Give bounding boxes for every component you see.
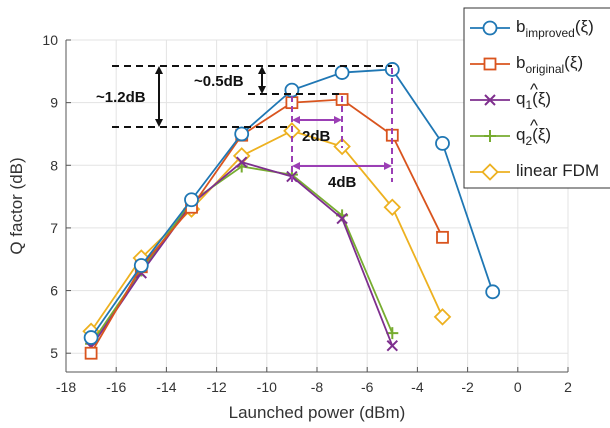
arrow-head <box>155 66 163 74</box>
data-point-circle <box>83 330 99 345</box>
legend: bimproved(ξ)boriginal(ξ)q1(ξ)^q2(ξ)^line… <box>463 7 610 189</box>
legend-entry-1: boriginal(ξ) <box>470 53 583 76</box>
legend-label: q1(ξ) <box>516 89 551 112</box>
arrow-head <box>292 116 300 124</box>
x-tick-label: -14 <box>156 379 176 395</box>
data-point-diamond <box>481 163 499 181</box>
axes: -18 -16 -14 -12 -10 -8 -6 -4 -2 0 2 5 6 7 8 9 10 <box>42 32 572 395</box>
annotation-label: 2dB <box>302 128 331 145</box>
y-tick-label: 7 <box>50 220 58 236</box>
legend-entry-0: bimproved(ξ) <box>470 17 594 40</box>
x-axis-label: Launched power (dBm) <box>229 403 406 422</box>
x-tick-label: -12 <box>206 379 226 395</box>
legend-label-suffix: (ξ) <box>575 17 594 36</box>
y-tick-label: 8 <box>50 157 58 173</box>
y-tick-label: 10 <box>42 32 58 48</box>
data-point-x <box>336 212 348 225</box>
arrow-head <box>292 162 300 170</box>
data-point-square <box>483 57 497 71</box>
legend-label-subscript: original <box>525 62 564 76</box>
arrow-head <box>258 86 266 94</box>
x-tick-label: -4 <box>411 379 424 395</box>
data-point-circle <box>184 192 199 208</box>
legend-label-main: q <box>516 125 525 144</box>
legend-label: boriginal(ξ) <box>516 53 583 76</box>
data-point-circle <box>334 65 350 80</box>
x-tick-label: 0 <box>514 379 522 395</box>
y-tick-label: 5 <box>50 345 58 361</box>
legend-label-main: b <box>516 17 525 36</box>
data-point-circle <box>485 284 501 300</box>
x-tick-label: -18 <box>56 379 76 395</box>
legend-label: linear FDM <box>516 161 599 180</box>
legend-entry-4: linear FDM <box>470 161 599 181</box>
legend-label-hat: ^ <box>530 80 538 99</box>
legend-entry-2: q1(ξ)^ <box>470 80 551 112</box>
x-tick-label: -16 <box>106 379 126 395</box>
legend-label: q2(ξ) <box>516 125 551 148</box>
legend-label-hat: ^ <box>530 116 538 135</box>
data-point-x <box>235 156 248 168</box>
arrow-head <box>384 162 392 170</box>
x-tick-label: -10 <box>257 379 277 395</box>
x-tick-label: -2 <box>461 379 474 395</box>
series-line <box>90 129 444 332</box>
x-tick-label: 2 <box>564 379 572 395</box>
annotation-label: 4dB <box>328 174 357 191</box>
legend-label-suffix: (ξ) <box>564 53 583 72</box>
data-point-circle <box>435 135 450 151</box>
data-point-x <box>484 94 496 106</box>
data-point-plus <box>484 130 496 142</box>
data-point-square <box>84 346 98 360</box>
x-tick-label: -8 <box>311 379 324 395</box>
legend-label-subscript: 2 <box>525 134 532 148</box>
data-point-circle <box>234 126 250 142</box>
arrow-head <box>334 116 342 124</box>
legend-label-main: b <box>516 53 525 72</box>
y-axis-label: Q factor (dB) <box>7 157 26 254</box>
arrow-head <box>258 66 266 74</box>
data-point-square <box>436 230 449 244</box>
legend-label-main: linear FDM <box>516 161 599 180</box>
legend-label-suffix: (ξ) <box>532 125 551 144</box>
data-point-diamond <box>383 198 402 217</box>
annotation-label: ~0.5dB <box>194 73 244 90</box>
annotation-layer: ~1.2dB ~0.5dB 2dB 4dB <box>96 65 393 191</box>
annotation-label: ~1.2dB <box>96 89 146 106</box>
y-tick-label: 6 <box>50 283 58 299</box>
data-point-x <box>386 339 399 352</box>
data-point-diamond <box>433 308 452 326</box>
arrow-head <box>155 119 163 127</box>
data-point-circle <box>482 20 498 36</box>
y-tick-label: 9 <box>50 95 58 111</box>
series-line <box>90 98 444 354</box>
legend-label-suffix: (ξ) <box>532 89 551 108</box>
legend-label-subscript: improved <box>525 26 574 40</box>
legend-label-main: q <box>516 89 525 108</box>
data-point-circle <box>133 258 149 273</box>
legend-label-subscript: 1 <box>525 98 532 112</box>
x-tick-label: -6 <box>361 379 374 395</box>
legend-label: bimproved(ξ) <box>516 17 594 40</box>
legend-entry-3: q2(ξ)^ <box>470 116 551 148</box>
